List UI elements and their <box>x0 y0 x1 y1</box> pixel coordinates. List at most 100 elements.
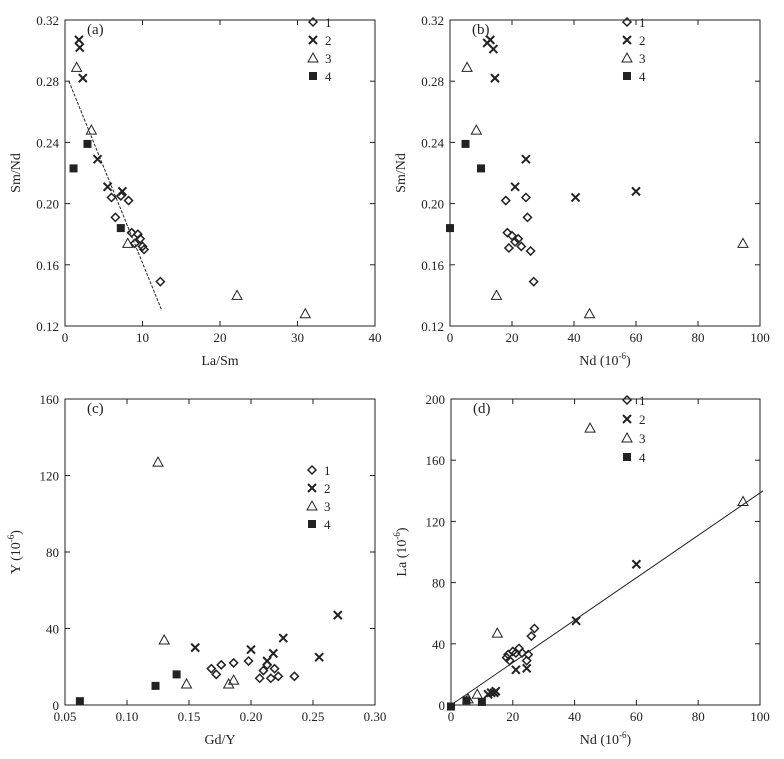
data-point-series-2 <box>314 652 324 662</box>
data-point-series-1 <box>528 276 539 287</box>
data-point-series-3 <box>299 307 312 319</box>
data-point-series-4 <box>462 696 471 705</box>
y-axis-label-tail: ) <box>9 530 24 535</box>
x-tick-label: 20 <box>214 330 227 345</box>
legend-label: 1 <box>639 393 646 408</box>
y-tick-label: 0 <box>53 698 60 713</box>
data-point-series-2 <box>262 656 272 666</box>
legend-label: 4 <box>639 450 646 465</box>
legend-label: 1 <box>324 463 331 478</box>
data-point-series-2 <box>570 192 581 203</box>
data-point-series-1 <box>206 663 217 674</box>
data-point-series-2 <box>510 182 520 192</box>
data-point-series-1 <box>265 673 276 684</box>
data-point-series-2 <box>511 665 521 675</box>
legend-marker-2 <box>622 414 632 424</box>
legend-label: 3 <box>639 51 646 66</box>
y-tick-label: 40 <box>432 637 445 652</box>
data-points <box>69 35 312 319</box>
x-tick-label: 0.15 <box>178 709 201 724</box>
data-point-series-1 <box>155 276 166 287</box>
data-point-series-2 <box>246 644 256 655</box>
x-axis-label-tail: ) <box>627 733 632 748</box>
data-point-series-3 <box>85 124 98 135</box>
y-tick-label: 0.16 <box>421 258 444 273</box>
x-tick-label: 80 <box>692 709 705 724</box>
legend: 1 2 3 4 <box>621 393 646 465</box>
legend-marker-3 <box>307 51 319 63</box>
data-point-series-4 <box>116 224 125 233</box>
legend-label: 4 <box>639 69 646 84</box>
legend-marker-2 <box>307 483 317 493</box>
x-tick-label: 10 <box>136 330 149 345</box>
panel-label: (a) <box>87 22 104 38</box>
data-point-series-1 <box>516 241 527 252</box>
data-points <box>447 422 749 711</box>
x-tick-label: 80 <box>692 330 705 345</box>
y-tick-label: 40 <box>46 622 59 637</box>
data-point-series-4 <box>447 702 455 711</box>
data-point-series-1 <box>521 655 532 666</box>
y-tick-label: 0.12 <box>36 319 59 334</box>
data-point-series-2 <box>490 73 500 83</box>
data-point-series-1 <box>520 192 532 203</box>
panel-label: (c) <box>87 401 104 417</box>
trend-line <box>450 490 764 706</box>
data-point-series-1 <box>135 233 146 244</box>
legend-label: 4 <box>324 517 331 532</box>
data-point-series-4 <box>477 164 485 173</box>
y-tick-label: 0.28 <box>421 74 444 89</box>
y-tick-label: 0.32 <box>421 13 444 28</box>
data-point-series-3 <box>583 307 596 319</box>
data-point-series-4 <box>75 697 84 706</box>
y-tick-label: 80 <box>46 545 59 560</box>
legend-label: 3 <box>324 499 331 514</box>
x-tick-label: 40 <box>369 330 382 345</box>
y-tick-label: 0.24 <box>421 135 444 150</box>
legend-label: 2 <box>325 33 332 48</box>
legend-label: 4 <box>325 69 332 84</box>
data-point-series-1 <box>228 657 239 668</box>
y-axis-label-superscript: -6 <box>392 532 402 540</box>
legend-label: 3 <box>325 51 332 66</box>
data-point-series-3 <box>737 237 749 248</box>
x-tick-label: 20 <box>506 330 519 345</box>
data-point-series-4 <box>172 670 181 679</box>
legend: 1 2 3 4 <box>307 15 332 84</box>
legend: 1 2 3 4 <box>306 463 331 532</box>
legend-label: 1 <box>639 15 646 30</box>
data-point-series-1 <box>138 244 150 255</box>
data-point-series-2 <box>190 642 200 653</box>
data-point-series-3 <box>491 627 504 638</box>
legend-marker-1 <box>306 464 318 476</box>
x-axis-label-superscript: -6 <box>619 730 627 740</box>
data-point-series-1 <box>513 233 524 244</box>
panel-label: (b) <box>472 22 490 38</box>
data-point-series-2 <box>631 186 641 197</box>
x-tick-label: 20 <box>506 709 519 724</box>
data-point-series-3 <box>152 456 164 467</box>
trend-line <box>68 81 163 311</box>
data-point-series-1 <box>506 230 518 241</box>
data-point-series-1 <box>510 236 521 247</box>
data-point-series-1 <box>129 238 140 249</box>
legend-label: 2 <box>639 33 646 48</box>
legend-marker-4 <box>623 72 631 80</box>
y-axis-label-text: Sm/Nd <box>9 153 24 193</box>
data-point-series-1 <box>273 671 284 682</box>
plot-frame <box>64 398 376 706</box>
y-axis-label-text: Sm/Nd <box>394 153 409 193</box>
data-point-series-1 <box>216 659 227 670</box>
data-point-series-2 <box>571 616 581 626</box>
data-point-series-2 <box>75 42 85 53</box>
y-axis-label: Sm/Nd <box>9 153 24 193</box>
legend-label: 2 <box>324 481 331 496</box>
x-tick-label: 30 <box>291 330 304 345</box>
data-point-series-2 <box>74 35 84 45</box>
data-point-series-1 <box>289 671 300 682</box>
x-tick-label: 40 <box>568 709 581 724</box>
y-tick-label: 80 <box>432 576 445 591</box>
data-point-series-1 <box>503 242 514 254</box>
data-point-series-1 <box>269 663 280 674</box>
